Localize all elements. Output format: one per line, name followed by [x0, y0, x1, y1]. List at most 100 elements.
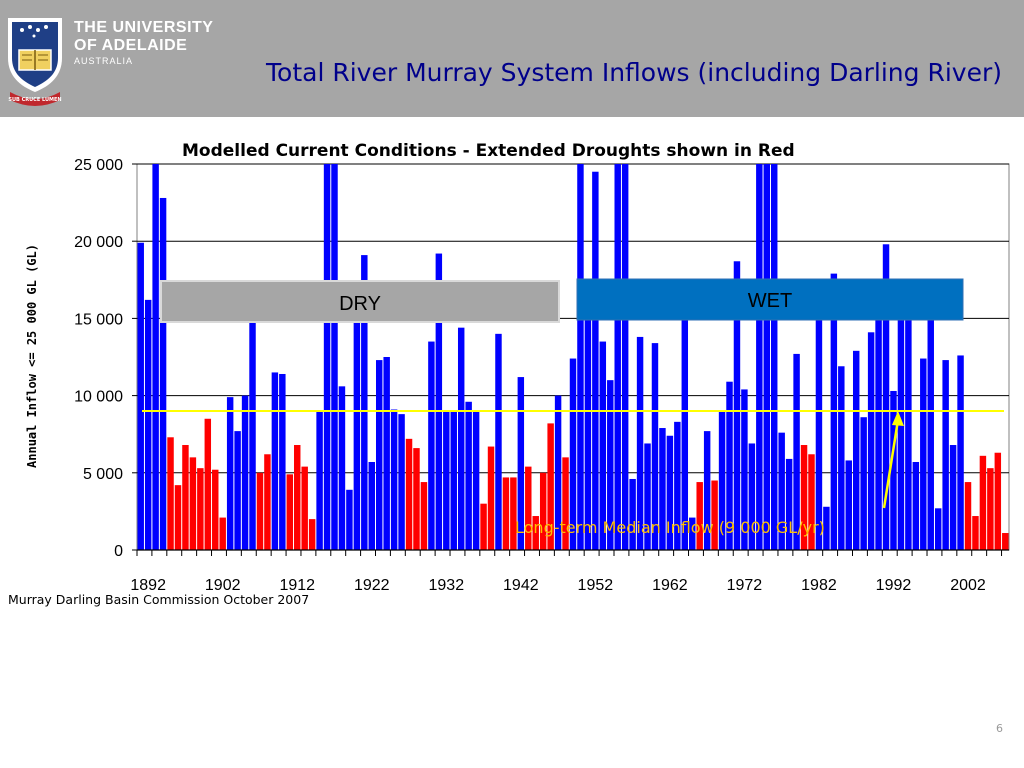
bar	[554, 395, 562, 550]
bar	[815, 292, 823, 550]
bar	[726, 381, 733, 550]
y-tick-label: 5 000	[83, 466, 123, 483]
bar	[323, 164, 331, 550]
x-tick-label: 1932	[429, 577, 465, 594]
bar	[949, 445, 957, 550]
bar	[420, 482, 428, 550]
bar	[964, 482, 972, 550]
bar	[577, 164, 584, 550]
bar	[539, 472, 547, 550]
bar	[264, 454, 271, 550]
bar	[226, 397, 234, 550]
bar	[316, 411, 323, 550]
bar	[443, 411, 450, 550]
bar	[867, 332, 875, 550]
bar	[920, 358, 927, 550]
bar	[383, 357, 390, 550]
bar	[912, 461, 920, 550]
bar	[219, 517, 226, 550]
bar	[413, 448, 420, 550]
bar	[308, 519, 316, 550]
bar	[629, 478, 636, 550]
bar	[249, 318, 256, 550]
bar	[674, 421, 681, 550]
bar	[778, 432, 785, 550]
bar	[785, 458, 793, 550]
bar	[189, 457, 197, 550]
bar	[614, 164, 621, 550]
x-tick-label: 1892	[130, 577, 166, 594]
bar	[197, 468, 204, 550]
bar	[241, 395, 249, 550]
bar	[457, 327, 465, 550]
x-tick-label: 1902	[205, 577, 241, 594]
bar	[644, 443, 651, 550]
bar	[279, 373, 286, 550]
bar	[361, 255, 368, 550]
bar	[718, 411, 726, 550]
bar	[137, 242, 144, 550]
bar	[472, 411, 480, 550]
bar	[547, 423, 554, 550]
bar	[562, 457, 569, 550]
bar	[480, 503, 487, 550]
bar	[465, 401, 472, 550]
bar	[890, 390, 897, 550]
x-tick-label: 1912	[279, 577, 315, 594]
bar	[823, 506, 830, 550]
x-tick-label: 1942	[503, 577, 539, 594]
wet-label: WET	[748, 290, 792, 312]
bar	[584, 279, 592, 550]
crest-motto: SUB CRUCE LUMEN	[8, 97, 61, 103]
bar	[845, 460, 852, 550]
bar	[696, 482, 703, 550]
bar	[368, 461, 375, 550]
bar	[607, 380, 614, 550]
bar	[487, 446, 495, 550]
bar	[756, 164, 763, 550]
y-tick-label: 20 000	[74, 234, 123, 251]
bar	[793, 353, 800, 550]
bar	[771, 164, 778, 550]
bar	[234, 431, 241, 550]
bar	[174, 485, 182, 550]
x-tick-label: 1972	[727, 577, 763, 594]
median-arrowhead	[892, 411, 904, 426]
bar	[994, 452, 1002, 550]
slide-title: Total River Murray System Inflows (inclu…	[266, 58, 1002, 87]
dry-period-box: DRY	[160, 280, 560, 323]
chart-title: Modelled Current Conditions - Extended D…	[182, 141, 795, 161]
university-name-line3: AUSTRALIA	[74, 56, 134, 66]
bar	[733, 261, 741, 550]
bar	[838, 366, 845, 550]
bar	[569, 358, 577, 550]
bar	[987, 468, 994, 550]
bar	[882, 244, 890, 550]
bar	[1002, 533, 1009, 550]
bar	[294, 445, 301, 550]
bar	[450, 411, 457, 550]
bar	[689, 517, 696, 550]
x-tick-label: 1952	[578, 577, 614, 594]
bar	[517, 377, 525, 550]
university-name-line2: OF ADELAIDE	[74, 37, 188, 54]
bar	[636, 336, 644, 550]
bar	[852, 350, 860, 550]
bar	[398, 414, 405, 550]
bar	[927, 298, 934, 550]
bar	[495, 333, 502, 550]
bar	[428, 341, 435, 550]
median-arrow	[882, 419, 900, 509]
bar	[808, 454, 815, 550]
x-tick-label: 2002	[950, 577, 986, 594]
university-crest-icon: SUB CRUCE LUMEN	[8, 18, 62, 106]
bar	[502, 477, 510, 550]
bar	[942, 360, 949, 550]
x-tick-label: 1962	[652, 577, 688, 594]
bar	[271, 372, 279, 550]
y-tick-label: 0	[114, 543, 123, 560]
bar	[212, 469, 219, 550]
bar	[741, 389, 748, 550]
bar	[346, 489, 353, 550]
university-name: THE UNIVERSITY OF ADELAIDE AUSTRALIA	[74, 20, 213, 66]
